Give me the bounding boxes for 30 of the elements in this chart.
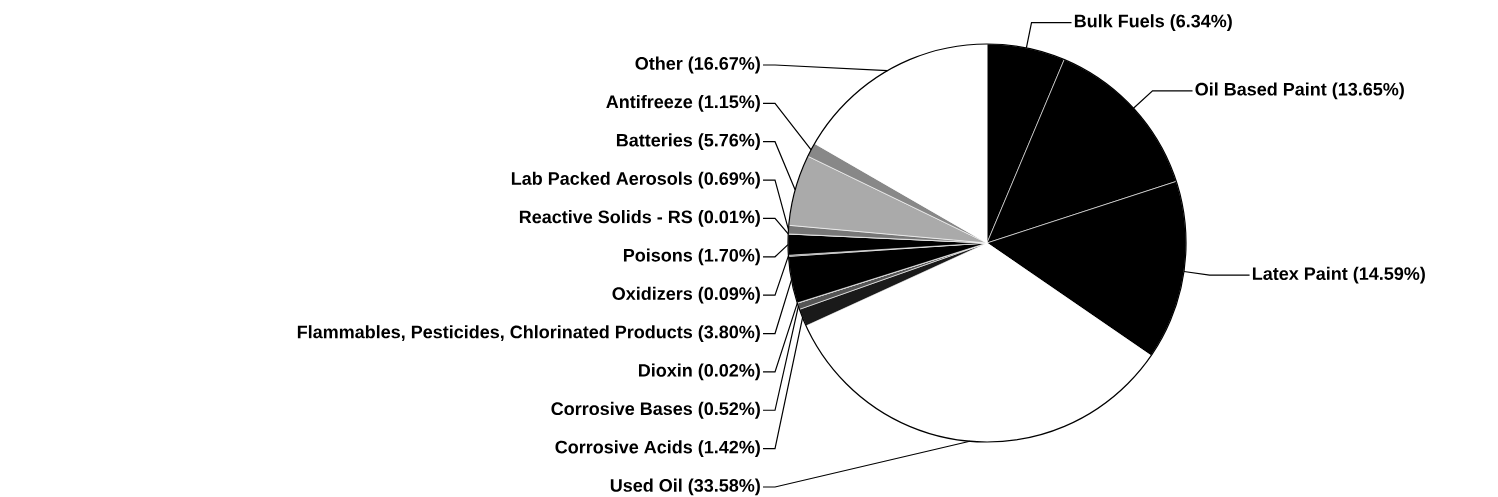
slice-label: Reactive Solids - RS <box>519 210 693 224</box>
slice-label: Oxidizers <box>612 286 693 300</box>
slice-label: Lab Packed Aerosols <box>511 171 693 185</box>
data-label: (0.02%) <box>698 363 760 381</box>
slice-label: Latex Paint <box>1252 266 1348 281</box>
data-label: (0.69%) <box>698 171 760 189</box>
data-label: (1.42%) <box>698 440 760 458</box>
slice-label: Oil Based Paint <box>1195 82 1327 96</box>
data-label: (3.80%) <box>698 325 760 342</box>
data-label: (14.59%) <box>1353 266 1425 284</box>
slice-label: Corrosive Acids <box>555 440 693 454</box>
data-label: (5.76%) <box>698 133 760 151</box>
slice-label: Antifreeze <box>606 94 693 109</box>
slice-label: Other <box>635 56 683 70</box>
data-label: (16.67%) <box>688 56 760 74</box>
data-label: (0.09%) <box>698 286 760 304</box>
slice-label: Poisons <box>623 248 693 262</box>
slice-label: Flammables, Pesticides, Chlorinated Products <box>297 325 693 341</box>
slice-label: Bulk Fuels <box>1074 14 1164 28</box>
data-label: (6.34%) <box>1170 14 1232 31</box>
data-label: (1.15%) <box>698 94 760 112</box>
slice-label: Corrosive Bases <box>551 401 693 416</box>
data-label: (33.58%) <box>688 478 760 496</box>
slice-label: Used Oil <box>610 478 682 492</box>
slice-label: Dioxin <box>638 363 692 377</box>
data-label: (13.65%) <box>1332 82 1404 100</box>
slice-label: Batteries <box>616 133 693 147</box>
data-label: (1.70%) <box>698 248 760 266</box>
data-label: (0.01%) <box>698 210 760 227</box>
data-label: (0.52%) <box>698 401 760 419</box>
